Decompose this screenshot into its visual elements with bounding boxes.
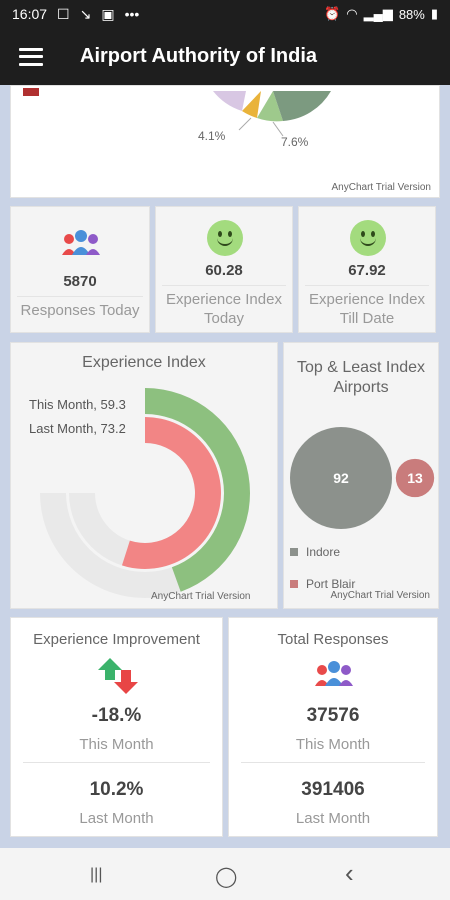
card-title: Experience Improvement bbox=[33, 631, 200, 648]
kpi-card-experience-today[interactable]: 60.28 Experience Index Today bbox=[155, 206, 293, 333]
pie-label-b: 7.6% bbox=[281, 135, 309, 149]
total-responses-card[interactable]: Total Responses 37576 This Month 391406 … bbox=[228, 617, 438, 837]
kpi-value: 67.92 bbox=[348, 262, 386, 279]
home-button[interactable]: ◯ bbox=[215, 866, 238, 888]
trial-watermark: AnyChart Trial Version bbox=[331, 182, 432, 193]
pie-slice-a bbox=[213, 91, 246, 111]
legend-label-top: Indore bbox=[306, 545, 341, 559]
kpi-value: 60.28 bbox=[205, 262, 243, 279]
bubble-least bbox=[395, 458, 435, 498]
smiley-icon bbox=[350, 220, 386, 256]
series-label-last-month: Last Month, 73.2 bbox=[29, 421, 126, 436]
improvement-last-month-value: 10.2% bbox=[89, 779, 144, 800]
system-nav-bar: ||| ◯ ‹ bbox=[0, 848, 450, 900]
experience-improvement-card[interactable]: Experience Improvement -18.% This Month … bbox=[10, 617, 223, 837]
calendar-icon: ▣ bbox=[101, 5, 115, 22]
kpi-label: Experience Index Till Date bbox=[309, 291, 425, 327]
status-time: 16:07 bbox=[12, 6, 48, 22]
chart-title: Experience Index bbox=[82, 354, 206, 371]
trial-watermark: AnyChart Trial Version bbox=[151, 591, 251, 602]
users-icon bbox=[315, 661, 353, 686]
legend-item-least: Port Blair bbox=[290, 577, 355, 591]
pie-slice-d bbox=[273, 91, 331, 121]
radial-bar-last-month bbox=[121, 417, 221, 569]
pie-leader-b bbox=[272, 121, 284, 137]
missed-call-icon: ↘ bbox=[79, 5, 92, 22]
trial-watermark: AnyChart Trial Version bbox=[330, 590, 431, 601]
kpi-card-experience-till-date[interactable]: 67.92 Experience Index Till Date bbox=[298, 206, 436, 333]
chart-title: Top & Least Index Airports bbox=[296, 359, 426, 396]
experience-index-chart bbox=[40, 388, 251, 598]
responses-last-month-label: Last Month bbox=[295, 810, 371, 827]
pie-chart-card: 4.1% 7.6% AnyChart Trial Version bbox=[10, 85, 440, 198]
legend-item-top: Indore bbox=[290, 545, 340, 559]
alarm-icon: ⏰ bbox=[324, 6, 341, 21]
kpi-label: Experience Index Today bbox=[166, 291, 282, 327]
pie-chart bbox=[213, 91, 331, 137]
kpi-value: 5870 bbox=[63, 273, 97, 290]
bubble-label-top: 92 bbox=[333, 470, 349, 486]
series-label-this-month: This Month, 59.3 bbox=[29, 397, 126, 412]
app-bar: Airport Authority of India bbox=[0, 28, 450, 85]
kpi-card-responses-today[interactable]: 5870 Responses Today bbox=[10, 206, 150, 333]
legend-swatch-top bbox=[290, 548, 298, 556]
card-title: Total Responses bbox=[277, 631, 389, 648]
responses-last-month-value: 391406 bbox=[301, 779, 365, 800]
pie-leader-a bbox=[238, 117, 252, 131]
top-least-airports-card[interactable]: Top & Least Index Airports 92 13 Indore P… bbox=[283, 342, 439, 609]
legend-swatch-least bbox=[290, 580, 298, 588]
recents-button[interactable]: ||| bbox=[90, 866, 103, 883]
status-bar: 16:07 ☐ ↘ ▣ ••• ⏰ ◠ ▂▄▆ 88% ▮ bbox=[0, 0, 450, 28]
improvement-this-month-value: -18.% bbox=[91, 705, 142, 726]
radial-bar-this-month bbox=[145, 388, 251, 592]
menu-icon[interactable] bbox=[19, 47, 43, 66]
battery-level: 88% bbox=[398, 6, 425, 22]
experience-index-card[interactable]: Experience Index This Month, 59.3 Last M… bbox=[10, 342, 278, 609]
legend-label-least: Port Blair bbox=[306, 577, 356, 591]
bubble-chart: 92 13 bbox=[290, 427, 435, 529]
notification-icon: ☐ bbox=[57, 5, 70, 22]
users-icon bbox=[62, 230, 100, 255]
up-down-arrows-icon bbox=[98, 658, 138, 694]
more-notifications-icon: ••• bbox=[124, 6, 140, 22]
bubble-top bbox=[290, 427, 392, 529]
responses-this-month-value: 37576 bbox=[306, 705, 360, 726]
pie-slice-b bbox=[242, 91, 261, 118]
improvement-this-month-label: This Month bbox=[79, 736, 154, 753]
signal-icon: ▂▄▆ bbox=[363, 6, 393, 21]
pie-slice-c bbox=[257, 91, 283, 122]
dashboard-content[interactable]: 4.1% 7.6% AnyChart Trial Version 5870 Re… bbox=[0, 85, 450, 848]
improvement-last-month-label: Last Month bbox=[79, 810, 154, 827]
back-button[interactable]: ‹ bbox=[345, 858, 354, 888]
wifi-icon: ◠ bbox=[346, 6, 358, 21]
bubble-label-least: 13 bbox=[407, 470, 423, 486]
legend-swatch bbox=[23, 88, 39, 96]
app-title: Airport Authority of India bbox=[80, 45, 318, 67]
pie-label-a: 4.1% bbox=[198, 129, 226, 143]
smiley-icon bbox=[207, 220, 243, 256]
battery-icon: ▮ bbox=[430, 6, 438, 21]
kpi-label: Responses Today bbox=[20, 302, 140, 319]
responses-this-month-label: This Month bbox=[295, 736, 371, 753]
